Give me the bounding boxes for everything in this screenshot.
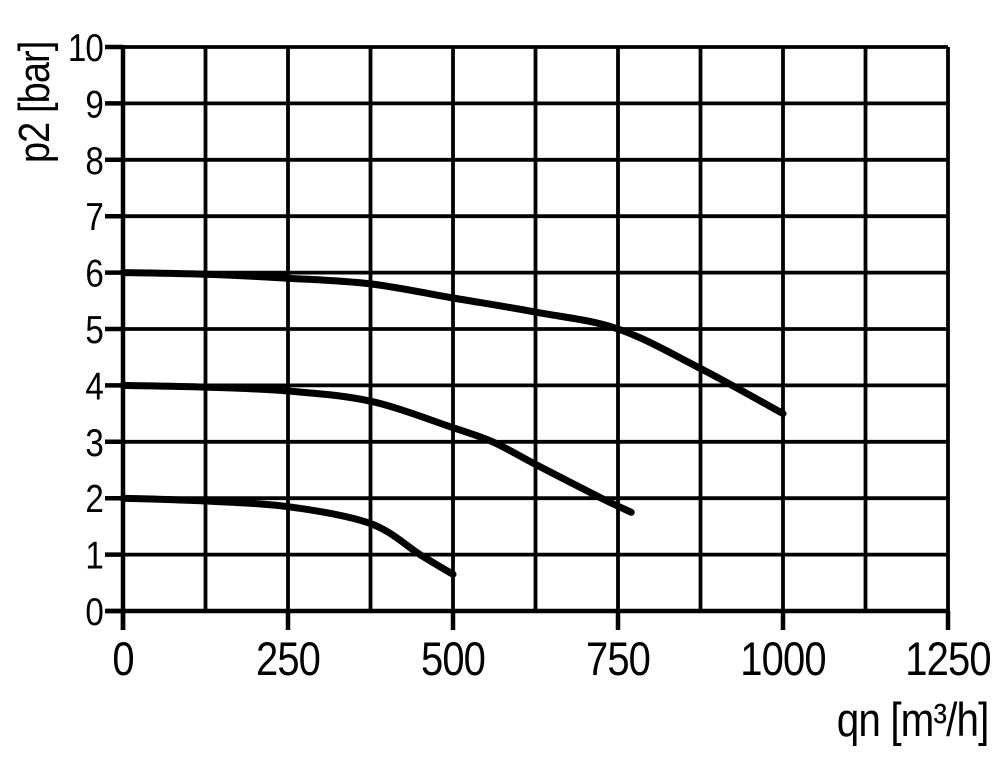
y-axis-title: p2 [bar] xyxy=(10,41,59,163)
y-tick-label: 7 xyxy=(85,195,103,239)
pressure-curve-start-4-bar xyxy=(119,381,635,516)
y-tick-label: 6 xyxy=(85,251,103,295)
y-tick-label: 10 xyxy=(68,25,103,69)
x-tick-label: 1000 xyxy=(740,634,825,686)
x-tick-label: 500 xyxy=(421,634,485,686)
y-tick-label: 9 xyxy=(85,82,103,126)
x-tick-label: 750 xyxy=(586,634,650,686)
pressure-curve-start-6-bar xyxy=(119,269,787,418)
x-axis-title: qn [m³/h] xyxy=(836,693,989,746)
y-tick-label: 0 xyxy=(85,589,103,633)
y-tick-label: 3 xyxy=(85,420,103,464)
y-tick-label: 8 xyxy=(85,138,103,182)
pressure-curve-start-2-bar xyxy=(119,494,457,578)
y-tick-label: 4 xyxy=(85,364,103,408)
x-tick-label: 250 xyxy=(256,634,320,686)
x-tick-label: 1250 xyxy=(905,634,990,686)
x-tick-label: 0 xyxy=(112,634,133,686)
y-tick-label: 5 xyxy=(85,307,103,351)
y-tick-label: 1 xyxy=(85,533,103,577)
y-tick-label: 2 xyxy=(85,477,103,521)
